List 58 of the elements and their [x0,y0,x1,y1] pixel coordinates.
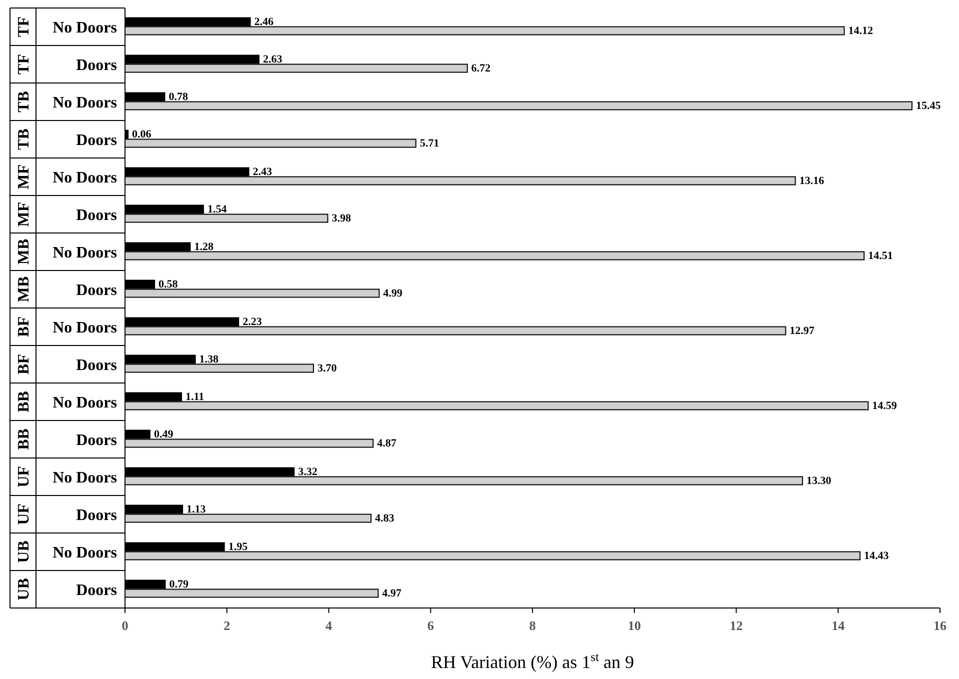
x-tick-label: 2 [224,618,230,633]
x-tick-label: 12 [730,618,743,633]
data-label: 1.13 [186,503,206,516]
data-label: 12.97 [790,324,815,337]
category-label: MB Doors [16,276,117,302]
data-label: 4.87 [377,437,397,450]
data-label: 1.11 [186,390,204,403]
x-tick-label: 8 [529,618,536,633]
category-label: UB No Doors [16,540,117,563]
category-label: UF Doors [16,504,117,525]
category-label: MF No Doors [16,164,117,190]
data-label: 13.30 [806,474,832,487]
category-label: TF Doors [16,54,117,74]
data-label: 5.71 [420,137,440,150]
data-label: 0.79 [169,578,189,590]
category-label: BB Doors [16,428,117,450]
category-label: MF Doors [16,202,117,227]
data-label: 15.45 [916,100,942,112]
data-label: 3.70 [317,362,338,374]
category-label: BF Doors [16,354,117,374]
data-label: 3.98 [332,212,352,224]
data-label: 6.72 [471,62,492,74]
data-label: 14.59 [872,400,898,412]
data-label: 3.32 [298,466,318,478]
x-tick-label: 16 [934,618,947,633]
data-label: 1.28 [194,240,214,253]
data-label: 4.97 [382,587,402,600]
category-label: BF No Doors [16,316,117,337]
data-label: 4.83 [375,512,395,524]
data-label: 14.12 [848,24,874,37]
category-label: BB No Doors [16,391,117,412]
data-label: 2.23 [242,316,262,328]
x-tick-label: 10 [628,618,641,633]
category-label: TF No Doors [16,16,117,37]
data-label: 0.78 [168,90,188,103]
category-label: TB No Doors [16,91,117,112]
data-label: 2.43 [252,166,273,178]
data-label: 13.16 [799,174,825,187]
x-tick-label: 4 [326,618,332,633]
data-label: 0.58 [158,278,178,290]
category-label: TB Doors [16,128,117,150]
data-label: 4.99 [383,287,403,300]
category-label: UF No Doors [16,466,117,488]
data-label: 2.63 [262,53,283,66]
data-label: 0.06 [132,128,152,140]
data-label: 0.49 [154,428,174,440]
data-label: 1.95 [228,540,248,553]
category-label: UB Doors [16,578,117,600]
data-label: 2.46 [254,16,274,28]
x-tick-label: 6 [427,618,434,633]
data-label: 14.51 [868,250,893,262]
x-tick-label: 14 [832,618,846,633]
x-tick-label: 0 [122,618,128,633]
x-axis-title: RH Variation (%) as 1$^{st}$ an 9 [430,650,634,672]
data-label: 1.54 [207,203,228,216]
category-label: MB No Doors [16,238,117,265]
data-label: 14.43 [864,550,890,562]
data-label: 1.38 [199,353,220,366]
